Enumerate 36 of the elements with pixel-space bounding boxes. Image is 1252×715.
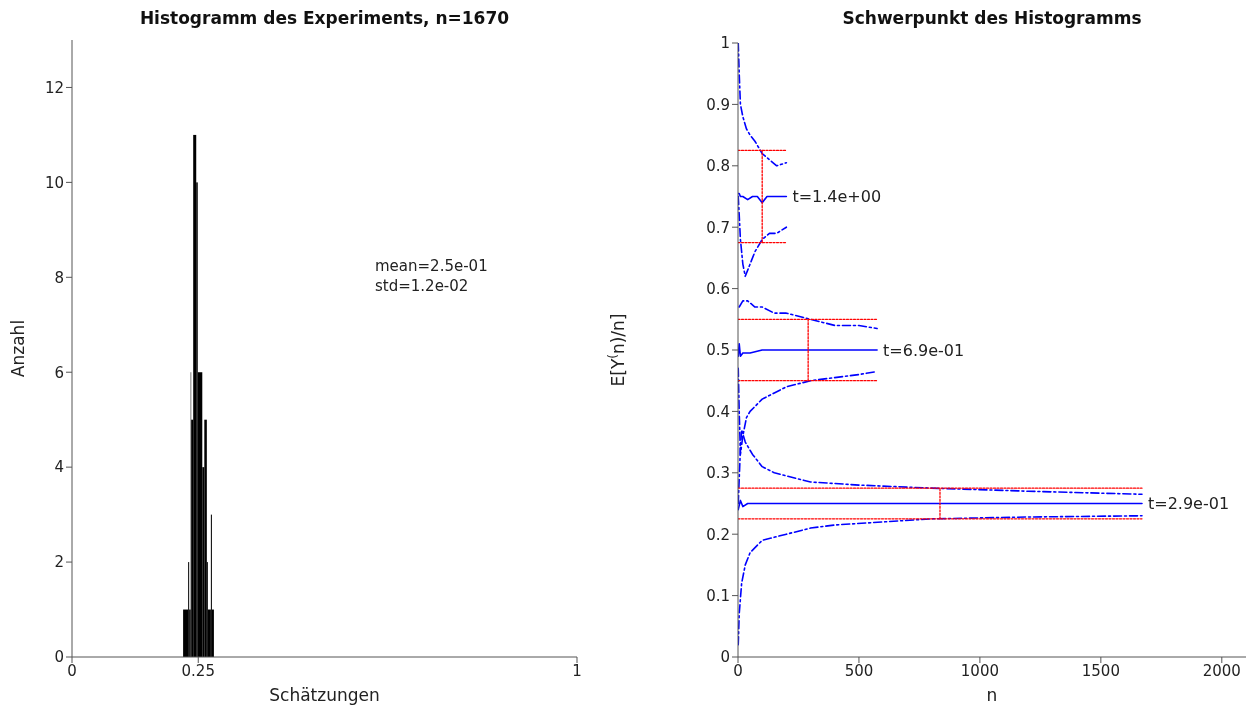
annotation: t=6.9e-01	[883, 340, 965, 360]
y-tick-label: 0.6	[706, 279, 730, 298]
y-tick-label: 8	[54, 268, 64, 287]
y-axis-title: Anzahl	[8, 319, 28, 378]
y-tick-label: 0.8	[706, 157, 730, 176]
annotation: mean=2.5e-01	[375, 256, 488, 276]
x-tick-label: 1000	[960, 661, 999, 680]
annotation: std=1.2e-02	[375, 276, 470, 296]
y-tick-label: 0	[54, 648, 64, 667]
y-tick-label: 0.4	[706, 402, 730, 421]
x-tick-label: 0	[733, 661, 743, 680]
x-tick-label: 0	[67, 661, 77, 680]
y-tick-label: 0.9	[706, 95, 730, 114]
x-axis-title: Schätzungen	[269, 685, 380, 705]
x-tick-label: 2000	[1202, 661, 1241, 680]
y-tick-label: 12	[44, 78, 64, 97]
x-axis-title: n	[986, 685, 998, 705]
y-tick-label: 1	[720, 34, 730, 53]
x-tick-label: 1	[572, 661, 582, 680]
y-tick-label: 4	[54, 458, 64, 477]
y-tick-label: 0.5	[706, 341, 730, 360]
y-tick-label: 10	[44, 173, 64, 192]
annotation: t=2.9e-01	[1147, 494, 1230, 514]
x-tick-label: 1500	[1081, 661, 1120, 680]
chart-title: Histogramm des Experiments, n=1670	[138, 8, 511, 28]
x-tick-label: 500	[844, 661, 874, 680]
chart-title: Schwerpunkt des Histogramms	[841, 8, 1143, 28]
y-tick-label: 6	[54, 363, 64, 382]
y-tick-label: 0.2	[706, 525, 730, 544]
y-tick-label: 0.1	[706, 586, 730, 605]
y-tick-label: 0.7	[706, 218, 730, 237]
y-tick-label: 2	[54, 553, 64, 572]
x-tick-label: 0.25	[181, 661, 215, 680]
y-tick-label: 0.3	[706, 464, 730, 483]
annotation: t=1.4e+00	[792, 187, 882, 207]
y-tick-label: 0	[720, 648, 730, 667]
